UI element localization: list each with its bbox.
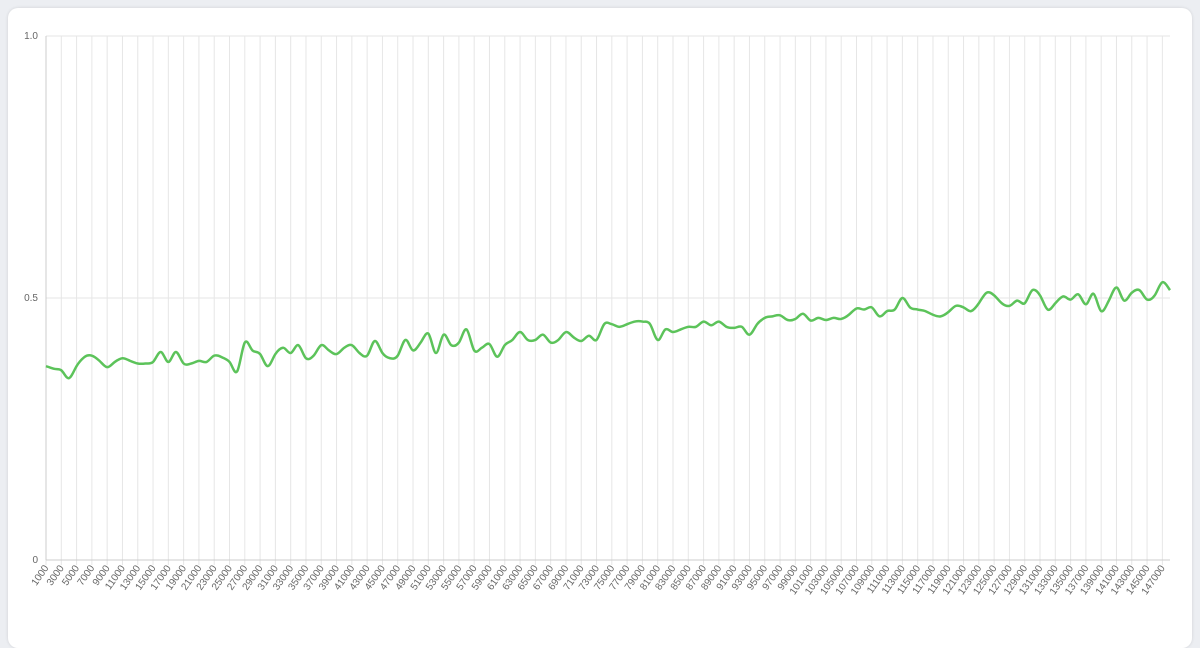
y-tick-label: 0 [32, 555, 38, 566]
card [8, 8, 1192, 648]
y-tick-label: 1.0 [24, 31, 38, 42]
chart: 00.51.0100030005000700090001100013000150… [24, 31, 1172, 597]
data-line [45, 281, 1172, 380]
y-tick-label: 0.5 [24, 293, 38, 304]
